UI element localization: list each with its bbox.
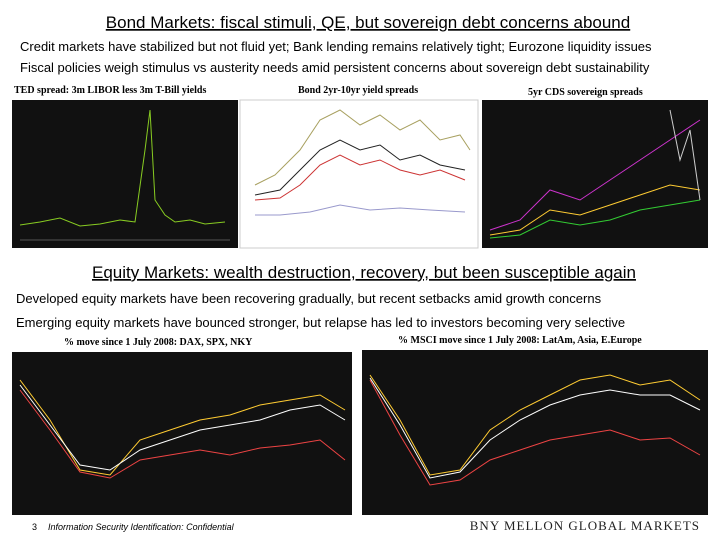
classification: Information Security Identification: Con… — [48, 522, 235, 532]
chart-caption: TED spread: 3m LIBOR less 3m T-Bill yiel… — [14, 85, 206, 96]
chart-caption: % move since 1 July 2008: DAX, SPX, NKY — [64, 337, 253, 348]
chart-image — [239, 99, 479, 249]
chart-caption: 5yr CDS sovereign spreads — [528, 87, 643, 98]
chart-image — [12, 352, 352, 515]
page-number: 3 — [32, 522, 37, 532]
chart-image — [362, 350, 708, 515]
point: Credit markets have stabilized but not f… — [20, 39, 652, 54]
section-title: Bond Markets: fiscal stimuli, QE, but so… — [106, 13, 630, 32]
brand: BNY MELLON GLOBAL MARKETS — [470, 518, 700, 533]
point: Fiscal policies weigh stimulus vs auster… — [20, 60, 650, 75]
chart-image — [482, 100, 708, 248]
section-title: Equity Markets: wealth destruction, reco… — [92, 263, 636, 282]
chart-caption: % MSCI move since 1 July 2008: LatAm, As… — [398, 335, 642, 346]
point: Developed equity markets have been recov… — [16, 291, 602, 306]
chart-caption: Bond 2yr-10yr yield spreads — [298, 85, 418, 96]
chart-image — [12, 100, 238, 248]
point: Emerging equity markets have bounced str… — [16, 315, 625, 330]
